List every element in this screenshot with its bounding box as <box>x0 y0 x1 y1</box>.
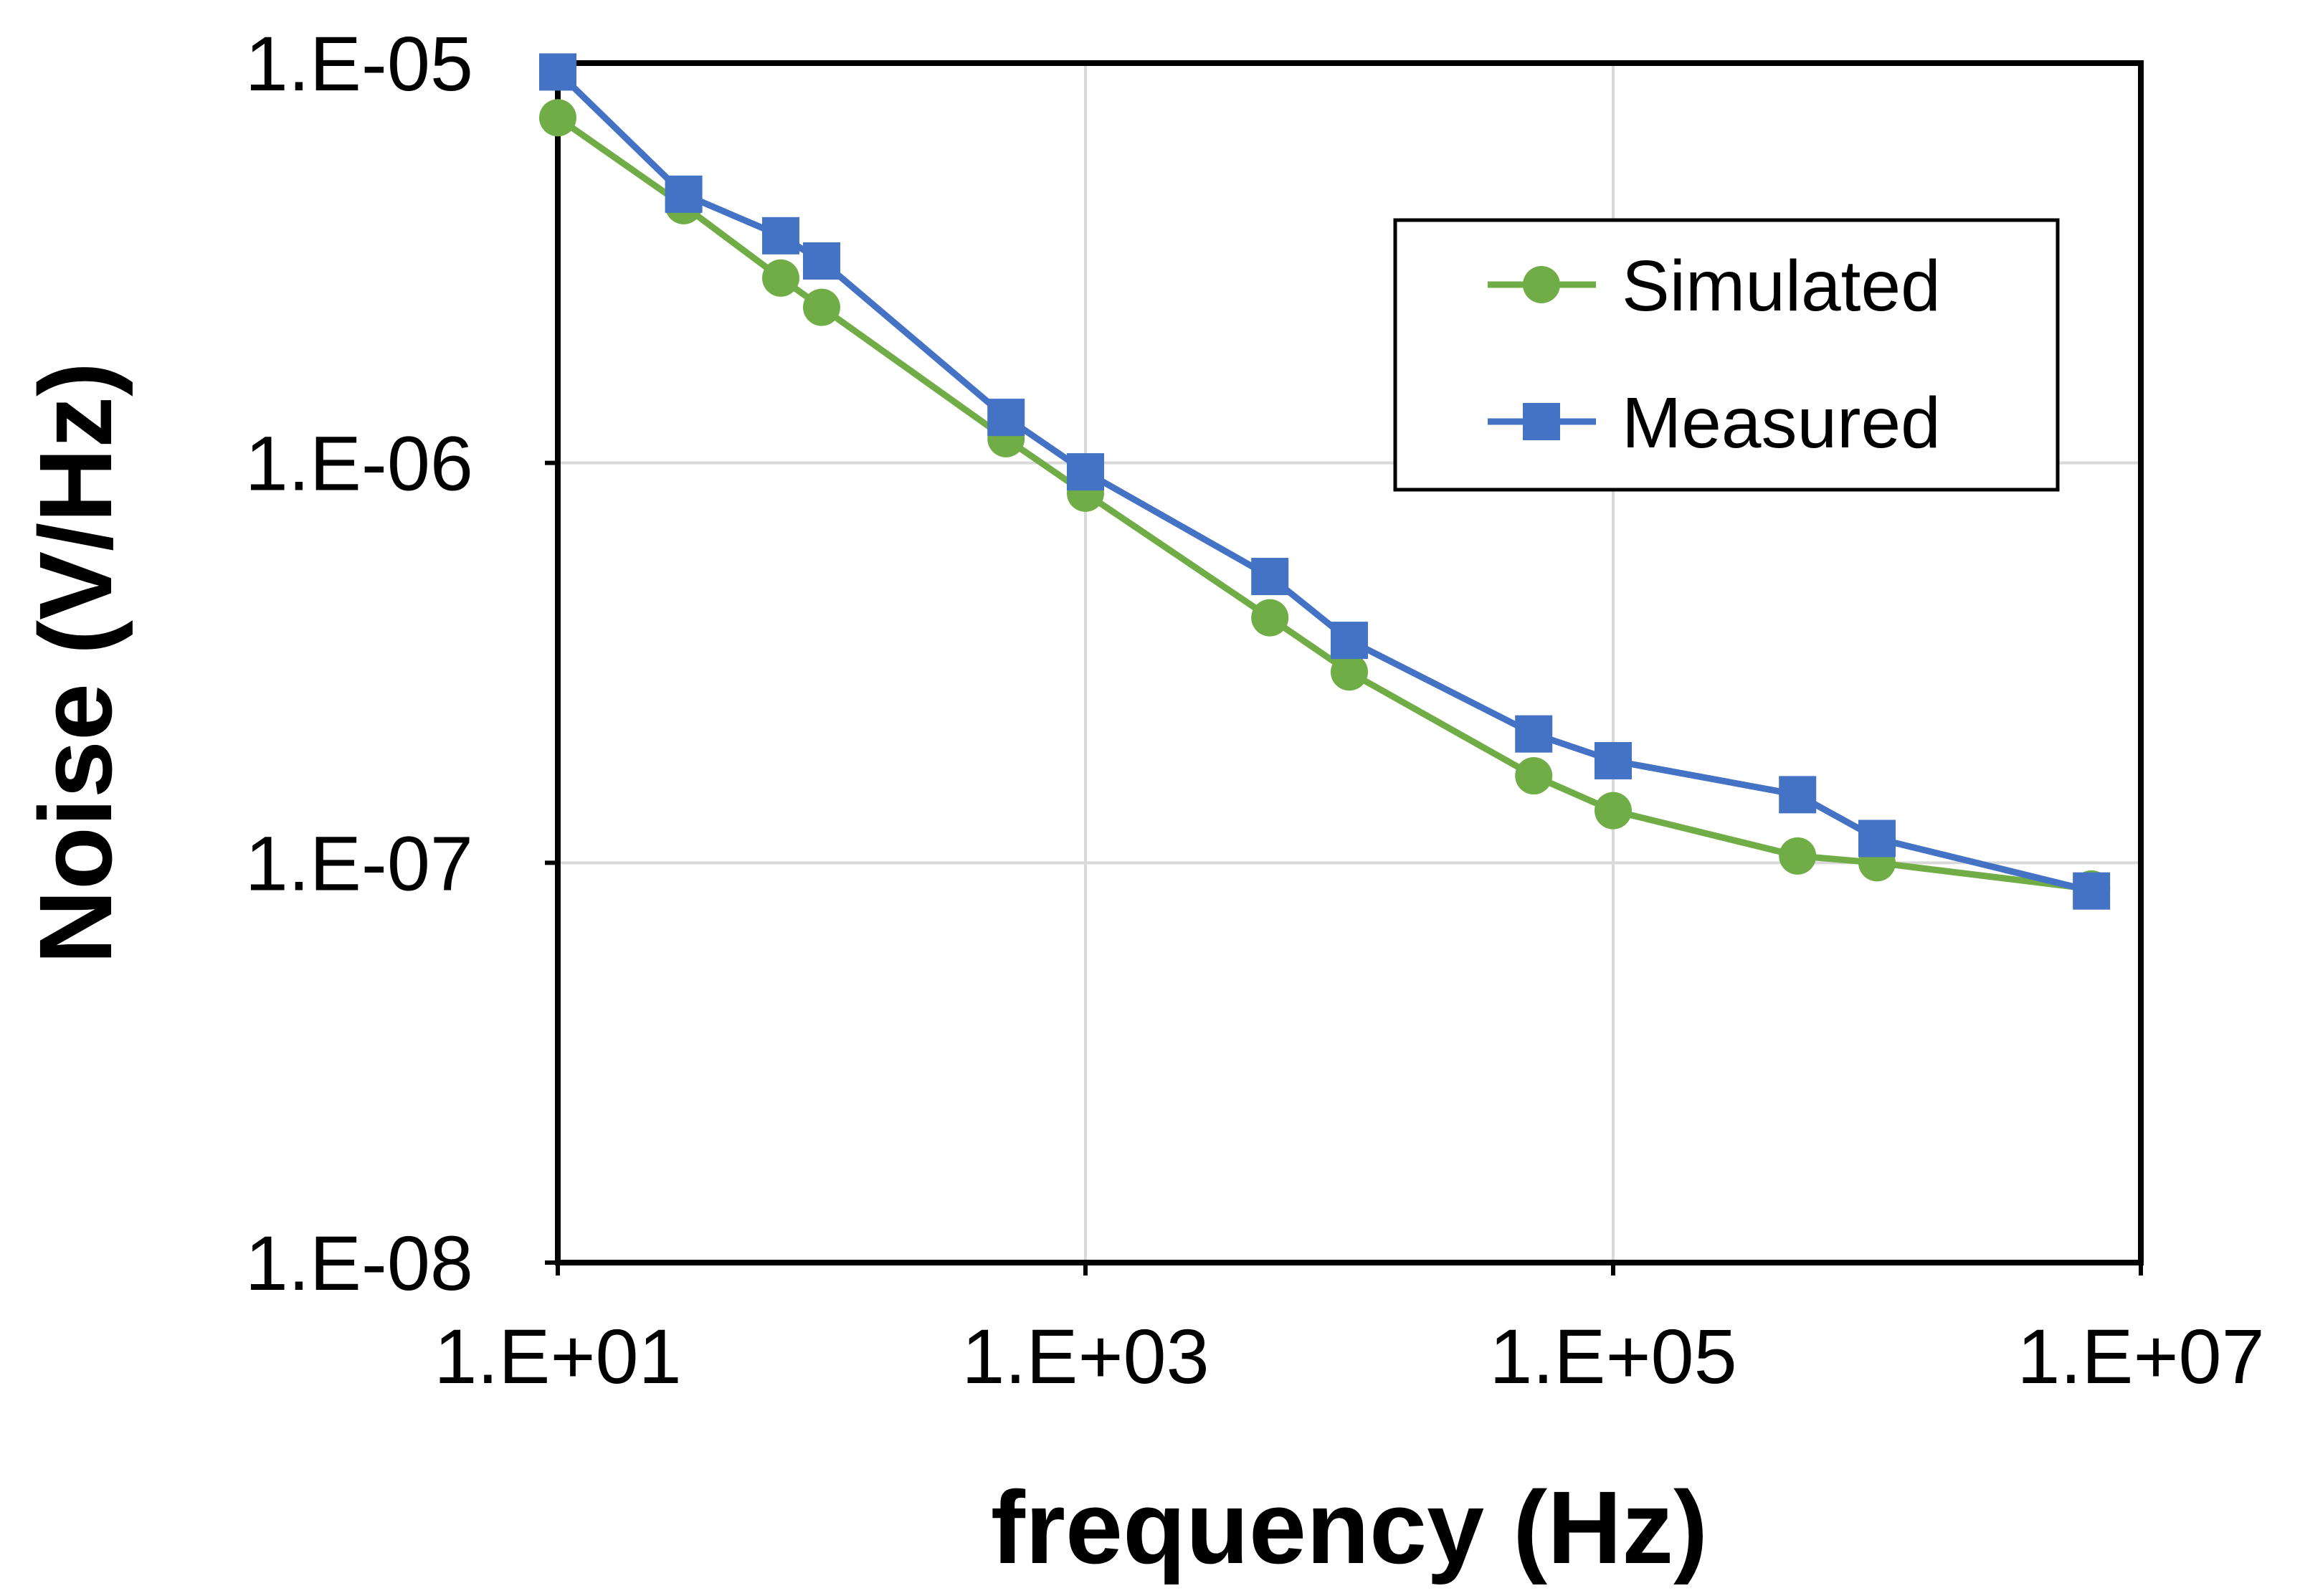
x-tick-label: 1.E+03 <box>961 1313 1209 1400</box>
x-axis-title: frequency (Hz) <box>991 1470 1708 1585</box>
measured-point <box>1858 820 1896 858</box>
legend-entry-measured: Measured <box>1488 383 1941 463</box>
measured-point <box>1251 558 1289 596</box>
y-tick-label: 1.E-08 <box>245 1220 473 1306</box>
measured-point <box>1595 741 1632 779</box>
x-tick-label: 1.E+07 <box>2017 1313 2264 1400</box>
legend-label: Measured <box>1622 383 1941 463</box>
measured-point <box>665 175 703 213</box>
legend: Simulated Measured <box>1393 218 2060 492</box>
series-measured <box>539 53 2111 910</box>
simulated-point <box>1331 653 1368 691</box>
x-tick-label: 1.E+05 <box>1489 1313 1736 1400</box>
series-layer <box>539 53 2111 910</box>
measured-point <box>1779 776 1817 814</box>
measured-point <box>2073 872 2111 910</box>
axis-ticks: 1.E+01 1.E+03 1.E+05 1.E+07 1.E-08 1.E-07 1.E-… <box>245 20 2265 1400</box>
simulated-point <box>1779 837 1817 875</box>
legend-box <box>1393 218 2060 492</box>
legend-entry-simulated: Simulated <box>1488 246 1941 326</box>
simulated-point <box>1515 757 1553 795</box>
y-tick-label: 1.E-05 <box>245 20 473 107</box>
measured-point <box>1515 715 1553 753</box>
simulated-point <box>803 288 840 326</box>
measured-point <box>539 53 576 91</box>
y-axis-title: Noise (V/Hz) <box>18 362 133 964</box>
legend-marker <box>1523 266 1560 303</box>
y-tick-label: 1.E-07 <box>245 820 473 906</box>
simulated-point <box>539 99 576 137</box>
legend-entries: Simulated Measured <box>1488 246 1941 463</box>
measured-point <box>1331 622 1368 660</box>
simulated-point <box>1595 792 1632 830</box>
simulated-point <box>1251 599 1289 637</box>
plot-area-frame <box>555 60 2144 1265</box>
x-tick-label: 1.E+01 <box>434 1313 681 1400</box>
y-tick-label: 1.E-06 <box>245 420 473 507</box>
measured-point <box>803 242 840 280</box>
legend-label: Simulated <box>1622 246 1941 326</box>
measured-point <box>987 399 1025 437</box>
measured-point <box>761 217 799 255</box>
measured-point <box>1067 453 1104 491</box>
simulated-point <box>761 259 799 297</box>
legend-marker <box>1523 403 1560 440</box>
